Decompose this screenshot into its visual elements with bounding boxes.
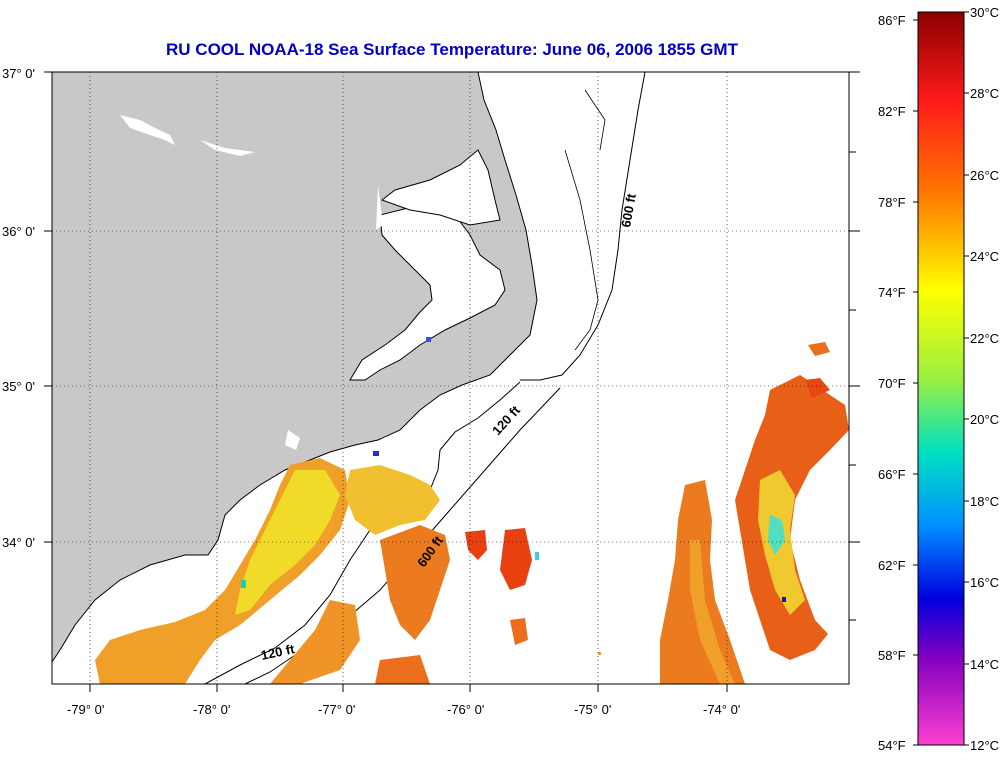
colorbar-c-18: 18°C [970, 494, 1000, 509]
sst-patch-offshore-a [345, 465, 440, 535]
colorbar-c-26: 26°C [970, 168, 1000, 183]
river-1 [120, 115, 175, 145]
lon-label-79: -79° 0' [67, 702, 105, 717]
colorbar-c-16: 16°C [970, 575, 1000, 590]
lat-label-37: 37° 0' [2, 66, 35, 81]
river-3 [376, 185, 383, 230]
sst-patch-small-2 [375, 655, 430, 684]
colorbar-c-30: 30°C [970, 5, 1000, 20]
colorbar-c-24: 24°C [970, 249, 1000, 264]
lon-label-75: -75° 0' [574, 702, 612, 717]
colorbar-f-66: 66°F [878, 467, 906, 482]
colorbar-f-58: 58°F [878, 648, 906, 663]
sst-patch-small [510, 618, 528, 645]
river-4 [285, 430, 300, 450]
colorbar-f-62: 62°F [878, 558, 906, 573]
sst-colorbar [917, 11, 965, 746]
isobath-label-600-north: 600 ft [618, 192, 639, 229]
lon-label-77: -77° 0' [318, 702, 356, 717]
sst-patch-red-2 [500, 528, 532, 590]
colorbar-f-74: 74°F [878, 285, 906, 300]
sst-patch-yellow [235, 470, 340, 615]
lat-label-35: 35° 0' [2, 379, 35, 394]
colorbar-f-54: 54°F [878, 738, 906, 753]
lon-label-78: -78° 0' [193, 702, 231, 717]
colorbar-c-22: 22°C [970, 331, 1000, 346]
colorbar-c-28: 28°C [970, 86, 1000, 101]
isobath-120-sw [204, 529, 371, 684]
albemarle-sound [380, 149, 501, 226]
colorbar-c-20: 20°C [970, 412, 1000, 427]
colorbar-f-70: 70°F [878, 376, 906, 391]
lat-label-34: 34° 0' [2, 535, 35, 550]
colorbar-c-12: 12°C [970, 738, 1000, 753]
colorbar-c-14: 14°C [970, 657, 1000, 672]
lon-label-74: -74° 0' [703, 702, 741, 717]
colorbar-f-86: 86°F [878, 13, 906, 28]
lat-label-36: 36° 0' [2, 224, 35, 239]
map-title: RU COOL NOAA-18 Sea Surface Temperature:… [166, 40, 738, 59]
colorbar-f-78: 78°F [878, 195, 906, 210]
lon-label-76: -76° 0' [447, 702, 485, 717]
pamlico-sound [349, 204, 506, 381]
isobath-600-north [520, 72, 646, 381]
sst-patch-red-1 [465, 530, 487, 560]
sst-patch-south [270, 600, 360, 684]
gulf-stream-east [735, 375, 849, 660]
river-2 [200, 140, 255, 156]
colorbar-f-82: 82°F [878, 104, 906, 119]
isobath-label-120-sw: 120 ft [260, 641, 297, 663]
sst-patch-shelf-edge [380, 525, 450, 640]
